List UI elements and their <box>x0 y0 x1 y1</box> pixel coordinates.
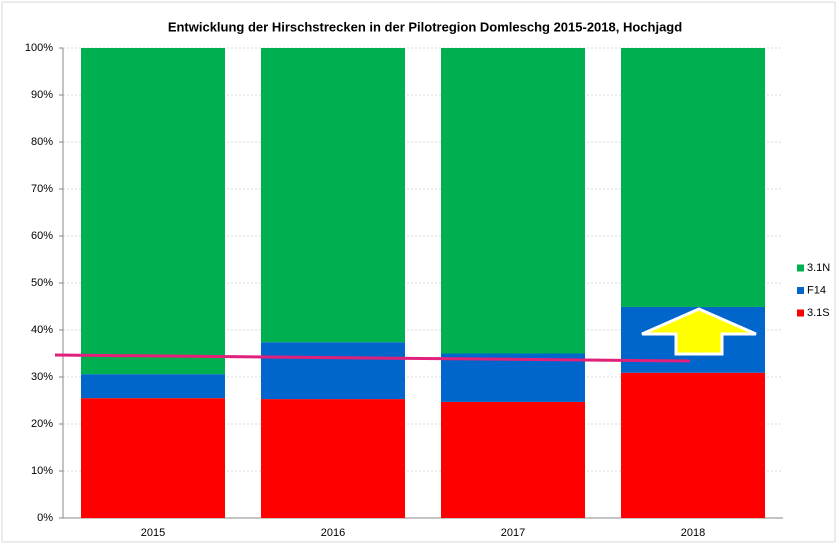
bar-segment <box>621 48 765 307</box>
up-arrow <box>641 307 757 356</box>
y-tick-label: 60% <box>31 230 53 242</box>
plot-area: 0% 10% 20% 30% 40% 50% 60% 70% 80% 90% 100% 2015 201… <box>25 42 830 539</box>
bar-segment <box>621 372 765 518</box>
bar-segment <box>441 401 585 518</box>
legend-label: 3.1N <box>807 262 830 274</box>
bar-segment <box>81 374 225 399</box>
legend-label: 3.1S <box>807 307 830 319</box>
bar-segment <box>441 48 585 354</box>
y-tick-label: 0% <box>37 512 53 524</box>
x-tick-label: 2017 <box>501 527 525 539</box>
y-tick-label: 40% <box>31 324 53 336</box>
chart-title: Entwicklung der Hirschstrecken in der Pi… <box>168 19 682 34</box>
bar-segment <box>81 48 225 375</box>
y-tick-label: 100% <box>25 42 53 54</box>
y-tick-label: 30% <box>31 371 53 383</box>
bar-segment <box>261 399 405 518</box>
bar-segment <box>81 398 225 518</box>
legend-swatch <box>797 264 804 272</box>
reference-line <box>54 353 691 363</box>
bar-segment <box>261 342 405 400</box>
x-tick-label: 2016 <box>321 527 345 539</box>
y-tick-label: 80% <box>31 136 53 148</box>
y-tick-label: 90% <box>31 89 53 101</box>
legend-label: F14 <box>807 284 826 296</box>
y-tick-label: 20% <box>31 418 53 430</box>
x-tick-label: 2015 <box>141 527 165 539</box>
legend-swatch <box>797 309 804 317</box>
bar-segment <box>261 48 405 343</box>
legend-swatch <box>797 287 804 294</box>
bar-segment <box>441 353 585 402</box>
annotations <box>54 307 757 363</box>
y-tick-label: 10% <box>31 465 53 477</box>
y-tick-label: 70% <box>31 183 53 195</box>
y-tick-label: 50% <box>31 277 53 289</box>
x-tick-label: 2018 <box>681 527 705 539</box>
